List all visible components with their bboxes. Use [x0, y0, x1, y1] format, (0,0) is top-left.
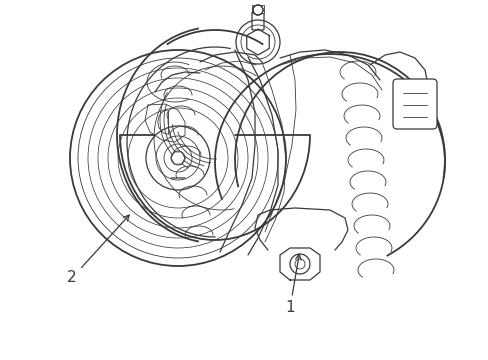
FancyBboxPatch shape: [251, 5, 264, 13]
Circle shape: [171, 151, 184, 165]
Text: 2: 2: [67, 215, 129, 285]
Text: 1: 1: [285, 254, 301, 315]
Circle shape: [252, 5, 263, 15]
FancyBboxPatch shape: [392, 79, 436, 129]
